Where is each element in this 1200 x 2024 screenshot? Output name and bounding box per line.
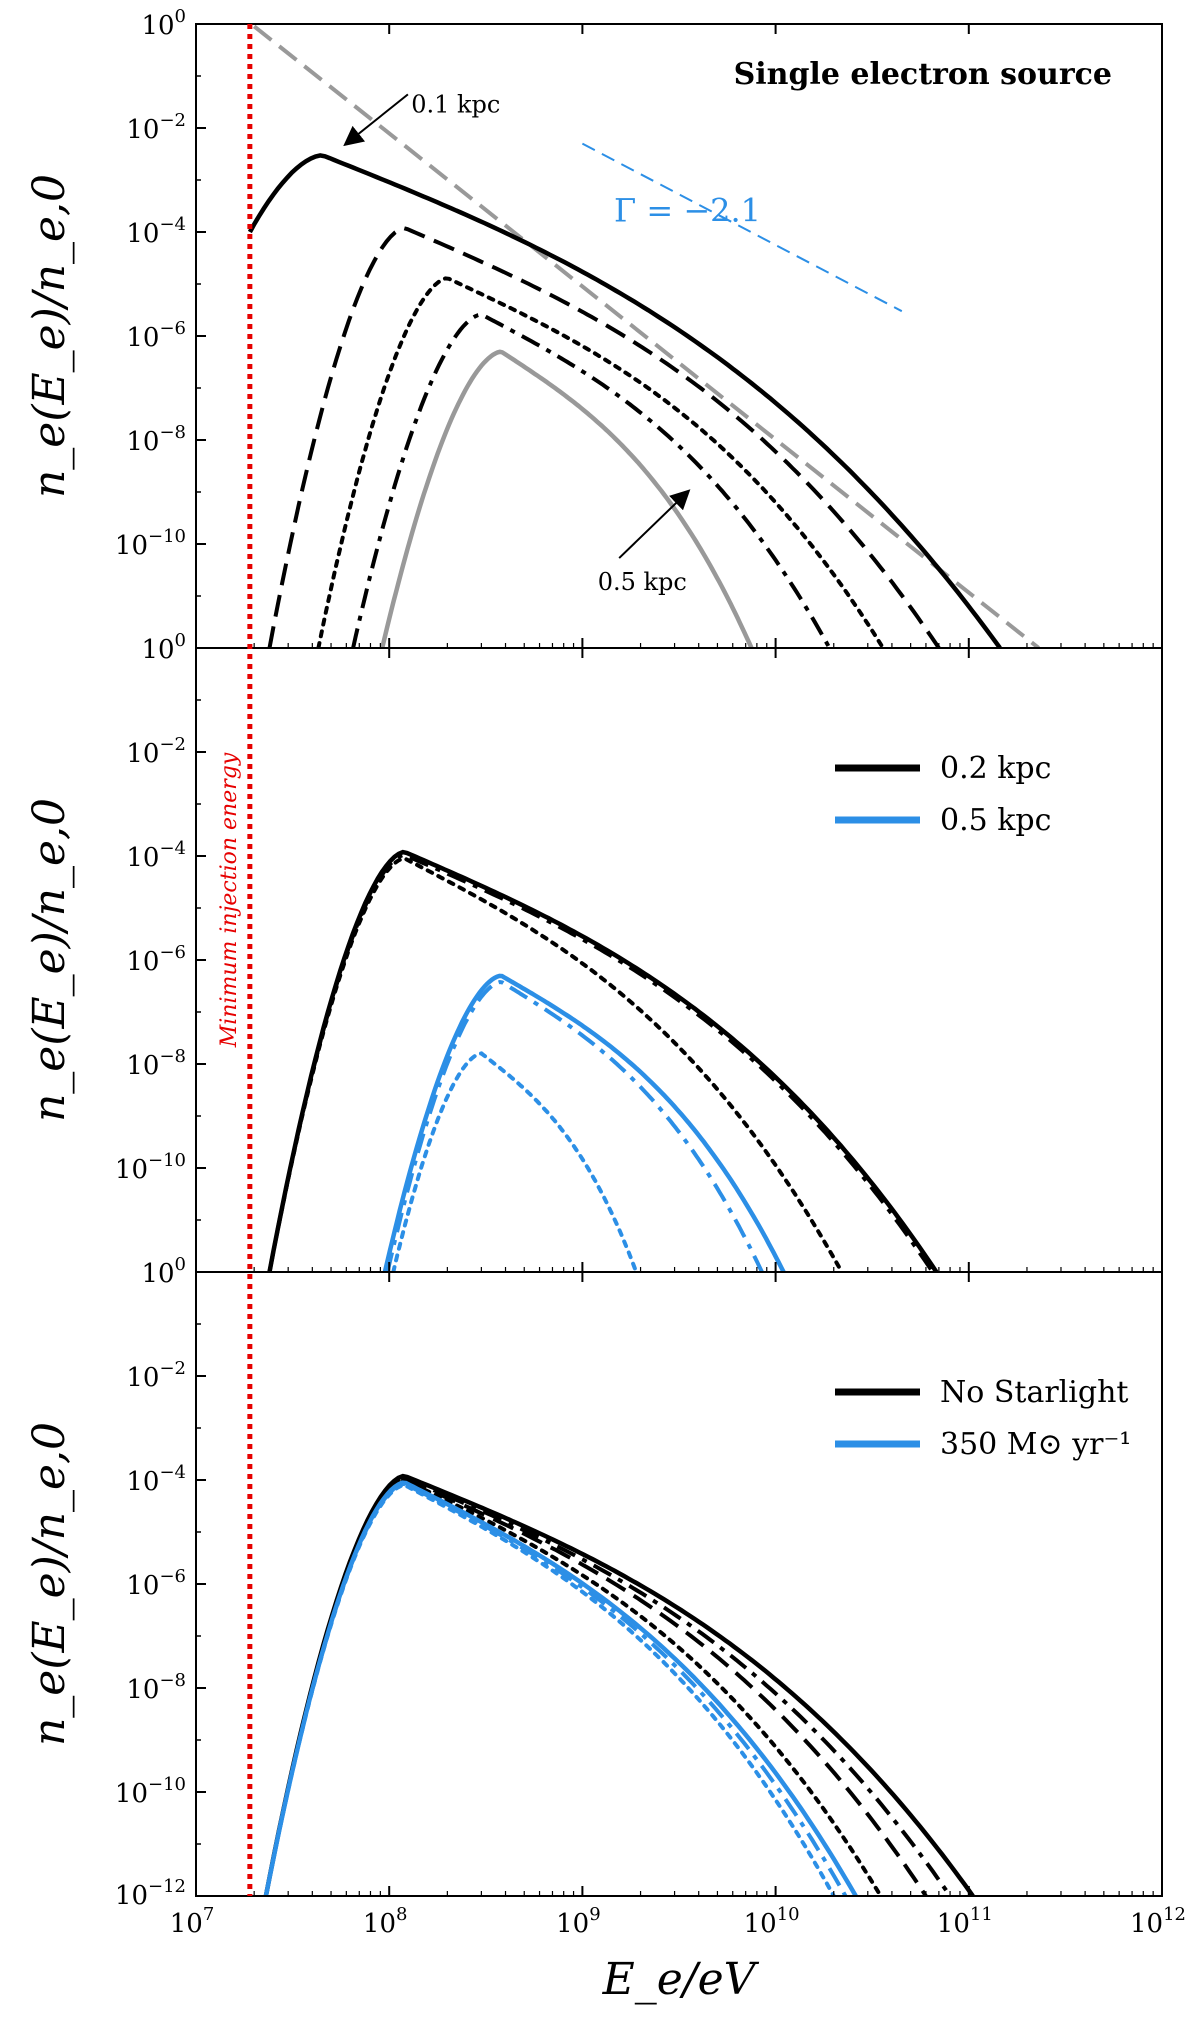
y-tick-label: 10−4 xyxy=(126,1462,186,1497)
series-1-solid-black xyxy=(247,153,1002,648)
y-tick-label: 10−12 xyxy=(115,1876,186,1911)
panel-3: n_e(E_e)/n_e,0 No Starlight 350 M⊙ yr⁻¹ xyxy=(24,1271,1163,1897)
y-tick-label: 10−10 xyxy=(115,526,186,561)
curve-annotation-2: 0.5 kpc xyxy=(598,568,687,596)
reference-line-2 xyxy=(581,142,903,313)
slope-label: Γ = −2.1 xyxy=(614,191,761,229)
y-tick-label: 10−6 xyxy=(126,318,186,353)
y-tick-label: 10−10 xyxy=(115,1774,186,1809)
y-tick-label: 10−2 xyxy=(126,734,186,769)
series-3-dotted-black xyxy=(316,276,886,648)
y-tick-label: 100 xyxy=(141,630,186,665)
legend-label: 0.2 kpc xyxy=(940,751,1051,786)
y-tick-label: 100 xyxy=(141,1254,186,1289)
y-tick-label: 10−4 xyxy=(126,214,186,249)
series-5-dashdot-blue xyxy=(385,979,764,1272)
annotation-arrow-2 xyxy=(618,489,691,559)
y-tick-label: 10−8 xyxy=(126,422,186,457)
x-tick-label: 1011 xyxy=(937,1904,993,1939)
series-6-dotted-blue xyxy=(391,1051,639,1272)
y-tick-label: 10−4 xyxy=(126,838,186,873)
y-tick-label: 10−6 xyxy=(126,942,186,977)
y-tick-label: 10−8 xyxy=(126,1670,186,1705)
x-axis-title: E_e/eV xyxy=(602,1954,760,2005)
series-5-solid-gray xyxy=(380,349,754,648)
y-tick-label: 10−10 xyxy=(115,1150,186,1185)
series-3-dotted-black xyxy=(267,856,844,1272)
y-tick-label: 10−6 xyxy=(126,1566,186,1601)
panel-frame xyxy=(195,647,1163,1273)
legend-label: 0.5 kpc xyxy=(940,803,1051,838)
legend-label: No Starlight xyxy=(940,1375,1128,1410)
y-tick-label: 10−8 xyxy=(126,1046,186,1081)
series-6-dashdot-blue xyxy=(263,1481,848,1896)
x-tick-label: 109 xyxy=(556,1904,601,1939)
minimum-injection-label: Minimum injection energy xyxy=(217,752,242,1048)
series-7-dotted-blue xyxy=(263,1482,836,1896)
series-2-dashdot-black xyxy=(267,853,935,1272)
y-axis-title: n_e(E_e)/n_e,0 xyxy=(24,798,75,1122)
reference-line-1 xyxy=(252,24,1040,648)
y-tick-label: 10−2 xyxy=(126,110,186,145)
panel-1: n_e(E_e)/n_e,0 Single electron source Γ = … xyxy=(24,23,1163,649)
x-tick-label: 107 xyxy=(170,1904,215,1939)
y-tick-label: 10−2 xyxy=(126,1358,186,1393)
x-tick-label: 108 xyxy=(363,1904,408,1939)
x-tick-label: 1012 xyxy=(1130,1904,1186,1939)
panel-2: n_e(E_e)/n_e,0 0.2 kpc 0.5 kpc xyxy=(24,647,1163,1273)
series-3-dashed-black xyxy=(263,1477,928,1896)
series-4-solid-blue xyxy=(382,973,786,1272)
legend-label: 350 M⊙ yr⁻¹ xyxy=(940,1427,1131,1462)
y-tick-label: 100 xyxy=(141,6,186,41)
series-4-dashdot-black xyxy=(351,312,832,648)
y-axis-title: n_e(E_e)/n_e,0 xyxy=(24,174,75,498)
series-1-solid-black xyxy=(267,849,939,1272)
series-1-solid-black xyxy=(263,1473,975,1896)
curve-annotation-1: 0.1 kpc xyxy=(411,90,500,118)
y-axis-title: n_e(E_e)/n_e,0 xyxy=(24,1422,75,1746)
annotation-arrow-1 xyxy=(343,93,409,147)
panel-frame xyxy=(195,23,1163,649)
series-2-dashdot-black xyxy=(263,1476,952,1896)
x-tick-label: 1010 xyxy=(744,1904,800,1939)
panel-title: Single electron source xyxy=(734,57,1112,92)
